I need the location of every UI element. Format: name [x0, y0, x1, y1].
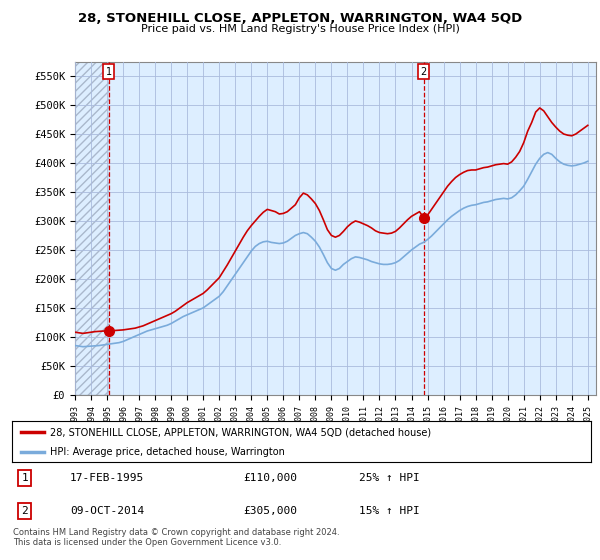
- Text: £305,000: £305,000: [244, 506, 298, 516]
- Text: 2: 2: [421, 67, 427, 77]
- Text: 2: 2: [22, 506, 28, 516]
- Text: 1: 1: [22, 473, 28, 483]
- Text: 28, STONEHILL CLOSE, APPLETON, WARRINGTON, WA4 5QD (detached house): 28, STONEHILL CLOSE, APPLETON, WARRINGTO…: [50, 427, 431, 437]
- Text: £110,000: £110,000: [244, 473, 298, 483]
- Text: 17-FEB-1995: 17-FEB-1995: [70, 473, 144, 483]
- Text: Price paid vs. HM Land Registry's House Price Index (HPI): Price paid vs. HM Land Registry's House …: [140, 24, 460, 34]
- Text: 15% ↑ HPI: 15% ↑ HPI: [359, 506, 420, 516]
- Text: 25% ↑ HPI: 25% ↑ HPI: [359, 473, 420, 483]
- Text: 1: 1: [106, 67, 112, 77]
- Text: 09-OCT-2014: 09-OCT-2014: [70, 506, 144, 516]
- Text: Contains HM Land Registry data © Crown copyright and database right 2024.
This d: Contains HM Land Registry data © Crown c…: [13, 528, 340, 547]
- Text: HPI: Average price, detached house, Warrington: HPI: Average price, detached house, Warr…: [50, 447, 284, 457]
- Text: 28, STONEHILL CLOSE, APPLETON, WARRINGTON, WA4 5QD: 28, STONEHILL CLOSE, APPLETON, WARRINGTO…: [78, 12, 522, 25]
